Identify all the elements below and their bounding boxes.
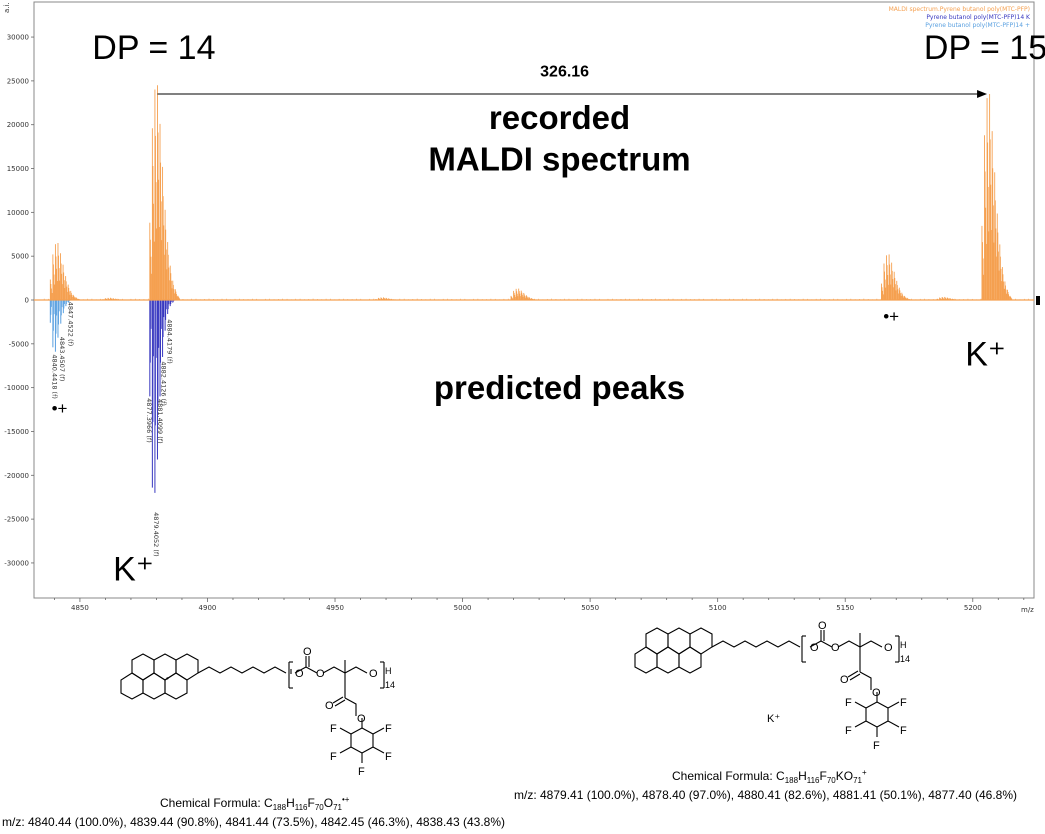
annotation-big: K⁺ [965, 336, 1006, 374]
y-tick-label: 5000 [11, 253, 29, 261]
y-tick-label: 15000 [7, 165, 29, 173]
x-tick-label: 4950 [326, 604, 344, 612]
atom-f: F [873, 740, 880, 752]
right-mz-line: m/z: 4879.41 (100.0%), 4878.40 (97.0%), … [514, 788, 1017, 802]
atom-f: F [385, 751, 392, 763]
x-tick-label: 4850 [71, 604, 89, 612]
x-axis: 4850 4900 4950 5000 5050 5100 5150 5200 [54, 598, 1025, 612]
atom-o: O [884, 642, 893, 654]
annotation-big: K⁺ [113, 550, 154, 588]
y-tick-label: -10000 [4, 384, 29, 392]
annotation-small: •+ [52, 399, 68, 418]
atom-o: O [316, 668, 325, 680]
atom-o: O [872, 687, 881, 699]
y-tick-label: -5000 [9, 340, 29, 348]
peak-labels: 4840.4418 (f) 4843.4507 (f)4847.4522 (f) 4… [50, 302, 173, 557]
atom-f: F [330, 723, 337, 735]
atom-o: O [831, 642, 840, 654]
subscript-h: H [385, 666, 392, 676]
maldi-spectrum-series [34, 85, 1034, 301]
atom-o: O [357, 713, 366, 725]
atom-o: O [369, 668, 378, 680]
counter-ion: K⁺ [767, 713, 780, 725]
x-tick-label: 5000 [454, 604, 472, 612]
peak-label: 4843.4507 (f) [58, 337, 66, 382]
pyrene-ring-2 [153, 653, 177, 681]
y-tick-label: -30000 [4, 559, 29, 567]
atom-o: O [810, 642, 819, 654]
atom-f: F [900, 725, 907, 737]
legend: MALDI spectrum.Pyrene butanol poly(MTC-P… [889, 6, 1031, 29]
left-structure-atoms: O O O O H 14 O O F F F F F • [166, 646, 395, 778]
legend-entry-radical: Pyrene butanol poly(MTC-PFP)14 + [925, 22, 1030, 29]
dp-arrow [157, 90, 988, 99]
x-axis-label: m/z [1021, 606, 1034, 614]
peak-label: 4877.3966 (f) [145, 398, 153, 443]
subscript-h: H [900, 640, 907, 650]
atom-f: F [845, 697, 852, 709]
atom-o: O [818, 620, 827, 632]
atom-f: F [385, 723, 392, 735]
y-tick-label: -25000 [4, 516, 29, 524]
x-tick-label: 5050 [581, 604, 599, 612]
right-formula-text: Chemical Formula: C188H116F70KO71+ [672, 768, 867, 785]
peak-label: 4884.4179 (f) [165, 319, 173, 364]
subscript-n: 14 [385, 680, 395, 690]
annotation-bold-large: predicted peaks [434, 369, 685, 406]
atom-f: F [900, 697, 907, 709]
y-axis-label: a.i. [3, 2, 11, 13]
peak-label: 4882.4126 (f) [160, 361, 168, 406]
annotation-small: •+ [883, 307, 899, 326]
y-tick-label: 30000 [7, 34, 29, 42]
peak-label: 4847.4522 (f) [67, 302, 75, 347]
legend-entry-maldi: MALDI spectrum.Pyrene butanol poly(MTC-P… [889, 6, 1030, 13]
y-axis: -30000 -25000 -20000 -15000 -10000 -5000 0 5000… [4, 34, 34, 567]
peak-label: 4840.4418 (f) [50, 354, 58, 399]
annotation-big: DP = 14 [92, 29, 215, 67]
atom-f: F [845, 725, 852, 737]
y-tick-label: 25000 [7, 77, 29, 85]
left-formula-text: Chemical Formula: C188H116F70O71•+ [160, 795, 350, 812]
y-tick-label: -15000 [4, 428, 29, 436]
atom-o: O [325, 700, 334, 712]
atom-f: F [330, 751, 337, 763]
arrow-head [977, 90, 988, 99]
pyrene-ring-1 [131, 653, 155, 681]
atom-o: O [840, 674, 849, 686]
radical-dot: • [166, 674, 169, 683]
x-tick-label: 5200 [964, 604, 982, 612]
atom-o: O [303, 646, 312, 658]
legend-entry-k-adduct: Pyrene butanol poly(MTC-PFP)14 K [926, 14, 1031, 21]
x-tick-label: 5100 [709, 604, 727, 612]
annotation-bold: 326.16 [540, 64, 589, 81]
y-tick-label: 0 [25, 297, 29, 305]
peak-label: 4881.4099 (f) [156, 399, 164, 444]
peak-label: 4879.4052 (f) [152, 512, 160, 557]
right-structure-atoms: O O O O H 14 O O F F F F F K⁺ [767, 620, 910, 752]
atom-o: O [295, 668, 304, 680]
annotation-bold-large: MALDI spectrum [428, 140, 690, 177]
y-tick-label: 10000 [7, 209, 29, 217]
scroll-handle[interactable] [1036, 296, 1040, 305]
annotations: DP = 14 DP = 15 326.16 recorded MALDI spectr… [52, 29, 1045, 588]
left-mz-line: m/z: 4840.44 (100.0%), 4839.44 (90.8%), … [2, 815, 505, 829]
y-tick-label: -20000 [4, 472, 29, 480]
atom-f: F [358, 766, 365, 778]
y-tick-label: 20000 [7, 121, 29, 129]
left-structure [120, 653, 385, 763]
x-tick-label: 4900 [199, 604, 217, 612]
left-formula: Chemical Formula: C188H116F70O71•+ m/z: … [2, 795, 505, 829]
right-formula: Chemical Formula: C188H116F70KO71+ m/z: … [514, 768, 1017, 802]
subscript-n: 14 [900, 654, 910, 664]
x-tick-label: 5150 [836, 604, 854, 612]
right-structure [634, 627, 900, 737]
annotation-bold-large: recorded [489, 99, 630, 136]
annotation-big: DP = 15 [924, 29, 1045, 67]
